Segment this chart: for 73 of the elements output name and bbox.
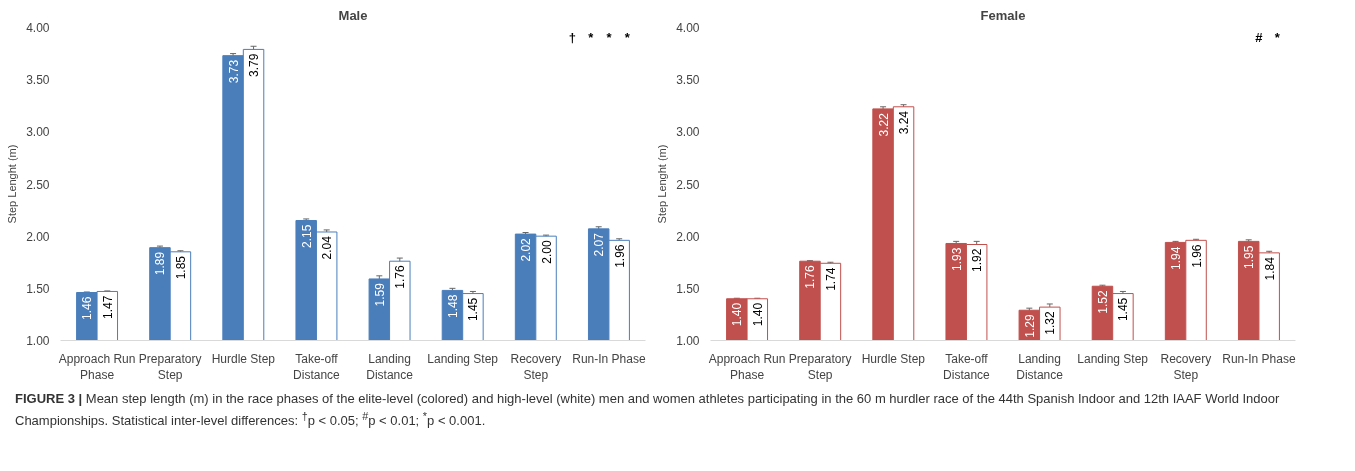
data-label: 1.40 xyxy=(730,302,745,327)
data-label: 1.45 xyxy=(466,297,481,322)
y-tick-label: 3.00 xyxy=(676,125,700,140)
data-label: 1.85 xyxy=(173,255,188,280)
data-label: 2.15 xyxy=(299,224,314,249)
annotation: * xyxy=(1274,30,1281,46)
data-label: 1.29 xyxy=(1022,314,1037,338)
data-label: 3.22 xyxy=(876,112,891,137)
data-label: 2.04 xyxy=(320,235,335,260)
data-label: 1.95 xyxy=(1242,245,1257,269)
x-tick-label: Preparatory Step xyxy=(138,351,202,383)
data-label: 3.24 xyxy=(897,110,912,135)
data-label: 1.59 xyxy=(372,282,387,307)
data-label: 2.00 xyxy=(539,240,554,264)
y-tick-label: 1.50 xyxy=(676,281,700,296)
y-tick-label: 1.00 xyxy=(26,334,50,348)
annotation: # xyxy=(1255,30,1264,46)
data-label: 1.40 xyxy=(750,302,765,327)
x-tick-label: Approach Run Phase xyxy=(708,351,786,383)
y-tick-label: 1.00 xyxy=(676,334,700,348)
x-tick-label: Take-off Distance xyxy=(293,351,341,383)
annotation: † xyxy=(568,30,576,46)
data-label: 1.45 xyxy=(1116,297,1131,322)
data-label: 1.32 xyxy=(1043,310,1058,335)
data-label: 1.89 xyxy=(153,251,168,276)
y-tick-label: 3.50 xyxy=(676,73,700,88)
y-tick-label: 2.00 xyxy=(26,229,50,244)
y-tick-label: 4.00 xyxy=(676,21,700,35)
y-tick-label: 2.50 xyxy=(676,177,700,192)
chart-title: Female xyxy=(980,7,1026,23)
data-label: 1.74 xyxy=(823,267,838,291)
data-label: 1.92 xyxy=(970,248,985,273)
x-tick-label: Approach Run Phase xyxy=(58,351,136,383)
y-tick-label: 3.50 xyxy=(26,73,50,88)
x-tick-label: Hurdle Step xyxy=(211,351,276,366)
x-tick-label: Landing Distance xyxy=(366,351,414,383)
data-label: 1.52 xyxy=(1095,290,1110,314)
data-label: 1.46 xyxy=(80,296,95,321)
data-label: 1.76 xyxy=(393,265,408,289)
y-tick-label: 2.00 xyxy=(676,229,700,244)
data-label: 1.84 xyxy=(1262,256,1277,281)
chart-title: Male xyxy=(338,7,368,23)
data-label: 1.47 xyxy=(100,295,115,319)
text: FIGURE 3 | Mean step length (m) in the race phases of the elite-level (colored) and high-level (white) men and women athletes participating in the 60 m hurdler race of the 44th Spanish Indoor and 12th IAAF World Indoor Championships. Statistical inter-level differences: $^{†}$p < 0.05; $^{#}$p < 0.01; $^{*}$p < 0.001. xyxy=(15,391,1280,428)
data-label: 1.94 xyxy=(1169,246,1184,270)
data-label: 2.07 xyxy=(592,232,607,257)
x-tick-label: Landing Distance xyxy=(1016,351,1064,383)
x-tick-label: Preparatory Step xyxy=(788,351,852,383)
annotation: * xyxy=(606,30,613,46)
data-label: 1.96 xyxy=(612,244,627,268)
x-tick-label: Recovery Step xyxy=(1160,351,1212,383)
annotation: * xyxy=(624,30,631,46)
x-tick-label: Take-off Distance xyxy=(943,351,991,383)
x-tick-label: Recovery Step xyxy=(510,351,562,383)
data-label: 3.79 xyxy=(247,53,262,77)
y-tick-label: 3.00 xyxy=(26,125,50,140)
data-label: 1.48 xyxy=(445,294,460,318)
x-tick-label: Landing Step xyxy=(1077,351,1149,366)
x-tick-label: Run-In Phase xyxy=(1222,351,1296,366)
y-axis-title: Step Lenght (m) xyxy=(6,144,19,224)
data-label: 1.96 xyxy=(1189,244,1204,268)
y-axis-title: Step Lenght (m) xyxy=(656,144,669,224)
annotation: * xyxy=(588,30,595,46)
data-label: 2.02 xyxy=(519,237,534,262)
y-tick-label: 2.50 xyxy=(26,177,50,192)
y-tick-label: 1.50 xyxy=(26,281,50,296)
data-label: 1.76 xyxy=(803,265,818,289)
data-label: 1.93 xyxy=(949,247,964,271)
data-label: 3.73 xyxy=(226,59,241,84)
y-tick-label: 4.00 xyxy=(26,21,50,35)
x-tick-label: Hurdle Step xyxy=(861,351,926,366)
x-tick-label: Landing Step xyxy=(427,351,499,366)
x-tick-label: Run-In Phase xyxy=(572,351,646,366)
